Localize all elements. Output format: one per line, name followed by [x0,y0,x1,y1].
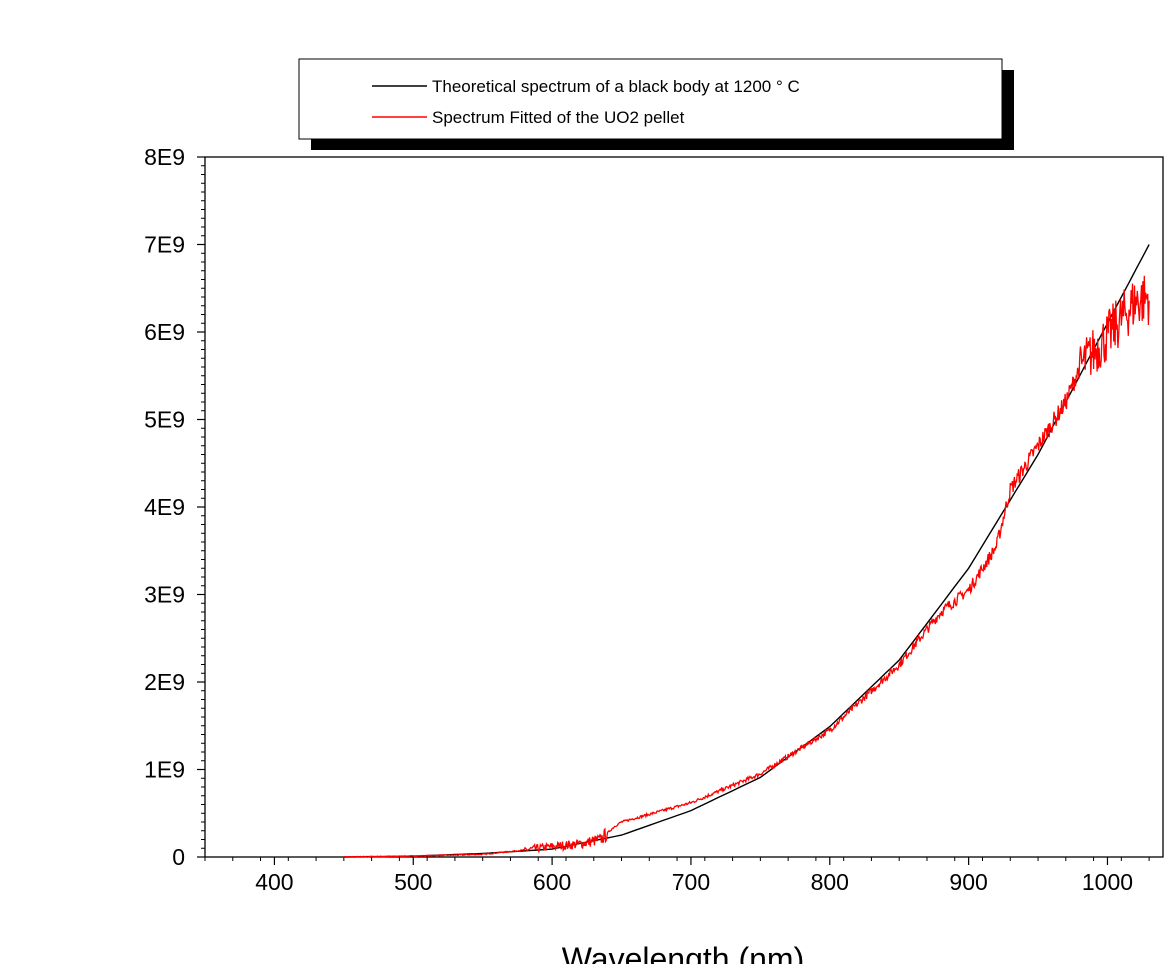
x-tick-label: 1000 [1082,869,1133,895]
x-tick-label: 900 [949,869,987,895]
series-line-0 [343,244,1150,858]
x-tick-label: 500 [394,869,432,895]
legend-label-0: Theoretical spectrum of a black body at … [432,77,800,96]
y-tick-label: 4E9 [144,494,185,520]
x-tick-label: 400 [255,869,293,895]
y-tick-label: 6E9 [144,319,185,345]
x-tick-label: 600 [533,869,571,895]
y-tick-label: 2E9 [144,669,185,695]
axes: 0 1E9 2E9 3E9 4E9 5E9 6E9 7E9 8E9 400 500 600 700 800… [144,144,1164,895]
plot-area [343,244,1150,858]
x-tick-label: 800 [811,869,849,895]
y-tick-label: 8E9 [144,144,185,170]
y-tick-label: 5E9 [144,407,185,433]
x-axis-label: Wavelength (nm) [562,941,804,964]
series-line-1 [343,275,1150,858]
y-tick-label: 3E9 [144,582,185,608]
y-tick-label: 1E9 [144,757,185,783]
plot-frame [204,156,1164,858]
y-tick-label: 7E9 [144,232,185,258]
legend: Theoretical spectrum of a black body at … [298,58,1014,150]
legend-box [298,58,1003,140]
y-tick-label: 0 [172,844,185,870]
x-tick-label: 700 [672,869,710,895]
legend-label-1: Spectrum Fitted of the UO2 pellet [432,108,685,127]
